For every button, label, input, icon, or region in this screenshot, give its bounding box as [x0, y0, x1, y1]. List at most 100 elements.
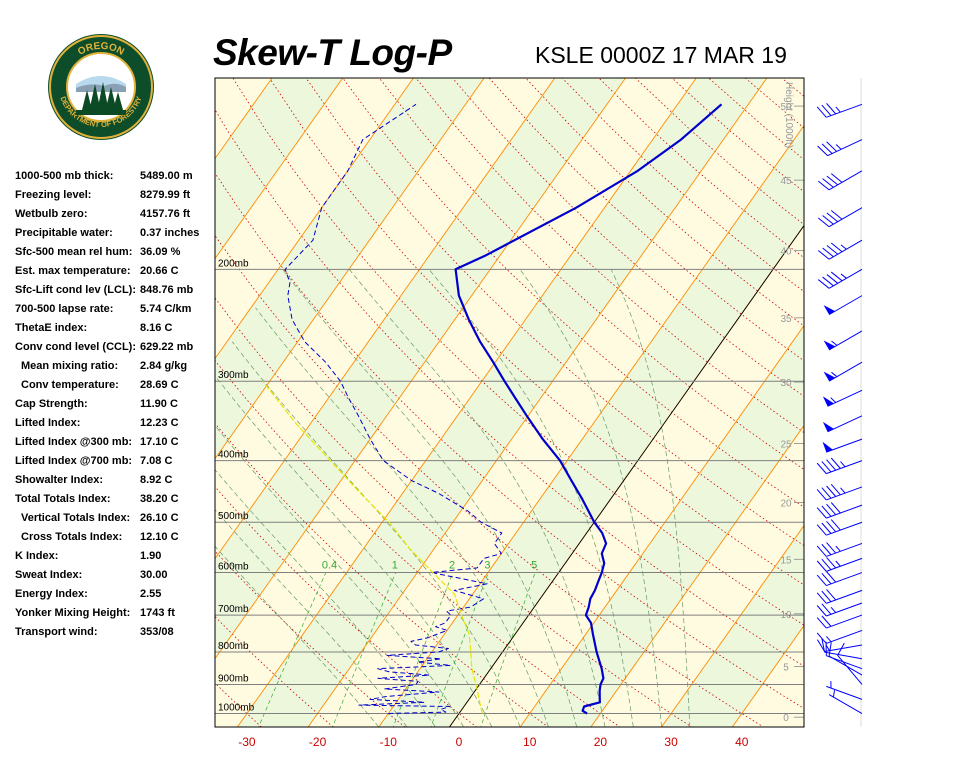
- index-label: K Index:: [15, 550, 59, 562]
- dry-adiabat: [305, 78, 804, 547]
- isotherm-line: [236, 78, 697, 727]
- wind-barb-half: [835, 560, 841, 567]
- wind-barb-staff: [828, 330, 863, 351]
- wind-barb-full: [821, 558, 832, 570]
- wind-barb-half: [835, 144, 842, 150]
- wind-barb-full: [821, 487, 832, 499]
- wind-barb-staff: [828, 361, 863, 382]
- wind-barb-flag: [823, 305, 836, 315]
- isotherm-line: [590, 424, 804, 727]
- wind-barb-half: [835, 545, 841, 552]
- isotherm-band: [802, 725, 804, 727]
- wind-barb-full: [816, 617, 827, 629]
- wind-barb-full: [816, 545, 827, 557]
- wind-barb: [828, 690, 863, 714]
- wind-barb-full: [817, 217, 830, 228]
- moist-adiabat: [215, 545, 380, 727]
- index-label: Cross Totals Index:: [21, 531, 123, 543]
- index-value: 1743 ft: [140, 607, 175, 619]
- wind-barb-full: [822, 276, 834, 287]
- moist-adiabat: [215, 509, 408, 727]
- moist-adiabat: [232, 341, 521, 727]
- isobar-label: 300mb: [218, 370, 249, 381]
- wind-barb: [816, 103, 863, 118]
- isotherm-line: [215, 78, 626, 660]
- wind-barb: [816, 589, 863, 604]
- index-label: Lifted Index:: [15, 417, 81, 429]
- wind-barb-staff: [826, 572, 863, 587]
- wind-barb-full: [826, 274, 839, 284]
- svg-text:OREGON: OREGON: [76, 41, 126, 58]
- index-label: Est. max temperature:: [15, 265, 131, 277]
- wind-barb-full: [821, 590, 832, 602]
- wind-barb-full: [826, 571, 837, 583]
- dry-adiabat: [928, 78, 960, 730]
- wind-barb-full: [830, 457, 841, 469]
- wind-barb-full: [821, 603, 832, 615]
- index-label: Sfc-Lift cond lev (LCL):: [15, 284, 136, 296]
- temperature-line: [454, 103, 723, 715]
- isotherm-line: [0, 78, 60, 730]
- wind-barb-full: [821, 461, 832, 473]
- wind-barb-full: [822, 215, 834, 225]
- index-value: 26.10 C: [140, 512, 179, 524]
- wind-barb: [822, 438, 863, 453]
- wind-barb: [816, 571, 863, 587]
- wind-barb-half: [830, 606, 837, 613]
- wind-barb-full: [837, 642, 845, 656]
- isotherm-line: [661, 524, 804, 727]
- index-value: 20.66 C: [140, 265, 179, 277]
- dry-adiabat: [415, 78, 804, 434]
- wind-barb-half: [840, 461, 846, 468]
- wind-barb-full: [821, 104, 832, 116]
- moist-adiabat: [215, 375, 493, 727]
- wind-barb-half: [831, 371, 838, 378]
- wind-barb-full: [826, 212, 839, 223]
- wind-barb-half: [830, 397, 837, 403]
- moist-adiabat: [215, 469, 436, 727]
- dry-adiabat: [269, 78, 804, 586]
- wind-barb-staff: [826, 655, 863, 670]
- isotherm-line: [0, 78, 131, 730]
- wind-barb: [828, 642, 863, 676]
- wind-barb: [837, 642, 863, 685]
- dry-adiabat: [232, 78, 804, 626]
- parcel-path-line: [262, 380, 483, 714]
- wind-barb-staff: [826, 486, 863, 501]
- wind-barb-full: [826, 103, 837, 115]
- isotherm-line: [0, 78, 201, 730]
- index-value: 17.10 C: [140, 436, 179, 448]
- wind-barb: [816, 614, 863, 629]
- wind-barb: [817, 268, 863, 289]
- wind-barb-full: [816, 592, 827, 604]
- index-label: Mean mixing ratio:: [21, 360, 119, 372]
- wind-barb-full: [826, 459, 837, 471]
- wind-barb-full: [816, 106, 827, 118]
- wind-barb: [816, 519, 863, 536]
- wind-barb-half: [825, 644, 830, 651]
- mixing-ratio-line: [480, 572, 536, 727]
- mixing-ratio-line: [258, 572, 327, 727]
- wind-barb: [822, 389, 863, 407]
- wind-barb-staff: [824, 651, 863, 660]
- wind-barb-full: [821, 615, 832, 627]
- wind-barb-half: [840, 244, 847, 250]
- index-value: 5.74 C/km: [140, 303, 192, 315]
- isotherm-line: [307, 78, 768, 727]
- x-tick-label: 30: [664, 735, 678, 749]
- isotherm-line: [802, 724, 804, 727]
- dewpoint-line: [284, 103, 503, 714]
- index-label: Freezing level:: [15, 189, 92, 201]
- wind-barb: [816, 639, 863, 653]
- index-label: Showalter Index:: [15, 474, 104, 486]
- wind-barb-full: [826, 175, 839, 186]
- isobar-label: 400mb: [218, 450, 249, 461]
- wind-barb-full: [821, 505, 832, 517]
- station-datetime: KSLE 0000Z 17 MAR 19: [535, 42, 787, 68]
- isotherm-band: [0, 78, 201, 730]
- wind-barb: [816, 457, 863, 475]
- index-value: 30.00: [140, 569, 168, 581]
- isotherm-band: [215, 78, 697, 727]
- wind-barb-staff: [826, 602, 863, 617]
- height-tick-label: 45: [780, 176, 792, 187]
